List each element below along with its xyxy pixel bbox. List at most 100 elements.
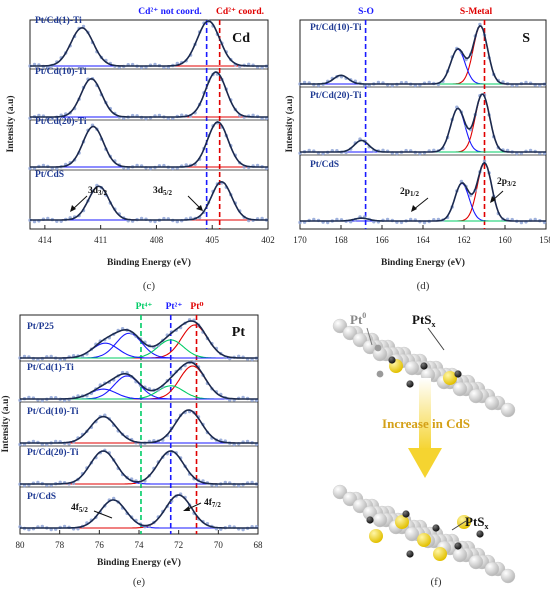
substrate-atom [452, 381, 468, 397]
x-tick-label: 68 [254, 540, 264, 550]
x-tick-label: 70 [214, 540, 224, 550]
panel-c-title-left: Cd²⁺ not coord. [138, 7, 202, 17]
annotation-2p12: 2p1/2 [400, 187, 419, 198]
spectrum-0: Pt/Cd(10)-Ti [298, 22, 547, 88]
platinum-atom [366, 516, 374, 524]
panel-d-annotation-2p32: 2p3/2 [490, 177, 516, 203]
x-tick-label: 411 [94, 235, 107, 245]
fit-envelope [20, 320, 258, 359]
component-peak [30, 121, 268, 168]
sulfur-atom [433, 547, 447, 561]
platinum-atom [406, 550, 414, 558]
sulfur-atom [369, 529, 383, 543]
component-peak [30, 185, 268, 221]
panel-c: Cd²⁺ not coord. Cd²⁺ coord. Cd Pt/Cd(1)-… [5, 7, 275, 292]
sulfur-atom [443, 371, 457, 385]
x-tick-label: 160 [498, 235, 512, 245]
substrate-atom [468, 554, 484, 570]
substrate-atom [500, 402, 516, 418]
panel-e-plot: Pt/P25 Pt/Cd(1)-Ti Pt/Cd(10)-Ti Pt/Cd(20)-T… [18, 315, 259, 534]
x-tick-label: 168 [334, 235, 348, 245]
label-ptsx-bottom: PtSx [465, 514, 489, 531]
panel-d-xlabel: Binding Energy (eV) [381, 257, 465, 268]
panel-e-annotation-4f72: 4f7/2 [183, 498, 221, 511]
component-peak [20, 375, 258, 400]
spectrum-3: Pt/CdS [28, 170, 269, 224]
arrowhead [183, 506, 190, 511]
fit-envelope [30, 121, 268, 168]
platinum-atom [476, 530, 484, 538]
x-tick-label: 78 [55, 540, 65, 550]
panel-f-schematic: Pt0 PtSx Increase in CdS PtSx (f) [332, 311, 516, 588]
panel-d-title-left: S-O [358, 7, 374, 17]
arrowhead [70, 205, 76, 212]
spectrum-2: Pt/Cd(20)-Ti [28, 116, 269, 171]
annotation-arrow [93, 510, 113, 519]
x-tick-label: 80 [16, 540, 26, 550]
panel-c-ticks: 414 411 408 405 402 [38, 225, 275, 245]
panel-d-annotation-2p12: 2p1/2 [400, 187, 429, 212]
label-ptsx-top: PtSx [412, 312, 436, 329]
sulfur-atom [395, 515, 409, 529]
panel-f-letter: (f) [431, 576, 442, 588]
component-peak [300, 108, 546, 153]
component-peak [30, 126, 268, 168]
panel-e: Pt⁴⁺ Pt²⁺ Pt⁰ Pt Pt/P25 Pt/Cd(1)-Ti Pt/Cd(… [0, 302, 263, 588]
substrate-atom [468, 388, 484, 404]
fit-envelope [20, 361, 258, 400]
sample-label: Pt/Cd(10)-Ti [35, 66, 87, 77]
component-peak [20, 342, 258, 359]
increase-label: Increase in CdS [382, 416, 470, 431]
spectrum-1: Pt/Cd(10)-Ti [28, 66, 269, 121]
sample-label: Pt/Cd(20)-Ti [310, 90, 362, 101]
substrate-atom [404, 526, 420, 542]
substrate-atom [372, 512, 388, 528]
panel-e-title-pt2: Pt²⁺ [166, 302, 183, 312]
panel-e-ylabel: Intensity (a.u) [0, 395, 11, 452]
spectrum-3: Pt/Cd(20)-Ti [18, 447, 259, 488]
spectrum-2: Pt/Cd(10)-Ti [18, 406, 259, 447]
substrate-atom [332, 318, 348, 334]
substrate-atom [342, 325, 358, 341]
panel-d-element: S [522, 31, 530, 46]
fit-envelope [20, 409, 258, 444]
label-pt0: Pt0 [350, 311, 366, 327]
panel-e-annotation-4f52: 4f5/2 [71, 503, 113, 519]
sample-label: Pt/P25 [27, 322, 54, 332]
panel-e-xlabel: Binding Energy (eV) [97, 557, 181, 568]
panel-e-title-pt0: Pt⁰ [190, 302, 203, 312]
component-peak [30, 181, 268, 221]
x-tick-label: 72 [174, 540, 183, 550]
fit-envelope [300, 24, 546, 85]
sample-label: Pt/Cd(10)-Ti [27, 406, 79, 417]
sulfur-atom [417, 533, 431, 547]
metallic-pt-atom [374, 344, 382, 352]
sample-label: Pt/Cd(20)-Ti [27, 447, 79, 458]
arrowhead [490, 196, 496, 203]
panel-d-ticks: 170 168 166 164 162 160 158 [293, 225, 550, 245]
top-surface-slab [332, 318, 516, 418]
raw-data-point [482, 159, 487, 163]
component-peak [30, 78, 268, 118]
x-tick-label: 164 [416, 235, 430, 245]
sample-label: Pt/Cd(10)-Ti [310, 22, 362, 33]
component-peak [300, 48, 546, 85]
substrate-atom [452, 547, 468, 563]
panel-e-letter: (e) [133, 576, 146, 588]
annotation-2p32: 2p3/2 [497, 177, 516, 188]
platinum-atom [432, 524, 440, 532]
platinum-atom [388, 356, 396, 364]
arrowhead [196, 205, 203, 211]
fit-envelope [20, 494, 258, 529]
spectrum-2: Pt/CdS [298, 159, 547, 225]
panel-c-xlabel: Binding Energy (eV) [107, 257, 191, 268]
sample-label: Pt/CdS [310, 160, 339, 170]
component-peak [30, 71, 268, 118]
substrate-atom [332, 484, 348, 500]
panel-c-ylabel: Intensity (a.u) [5, 95, 16, 152]
panel-e-ticks: 80 78 76 74 72 70 68 [16, 530, 264, 550]
fit-envelope [30, 180, 268, 221]
platinum-atom [454, 542, 462, 550]
substrate-atom [342, 491, 358, 507]
